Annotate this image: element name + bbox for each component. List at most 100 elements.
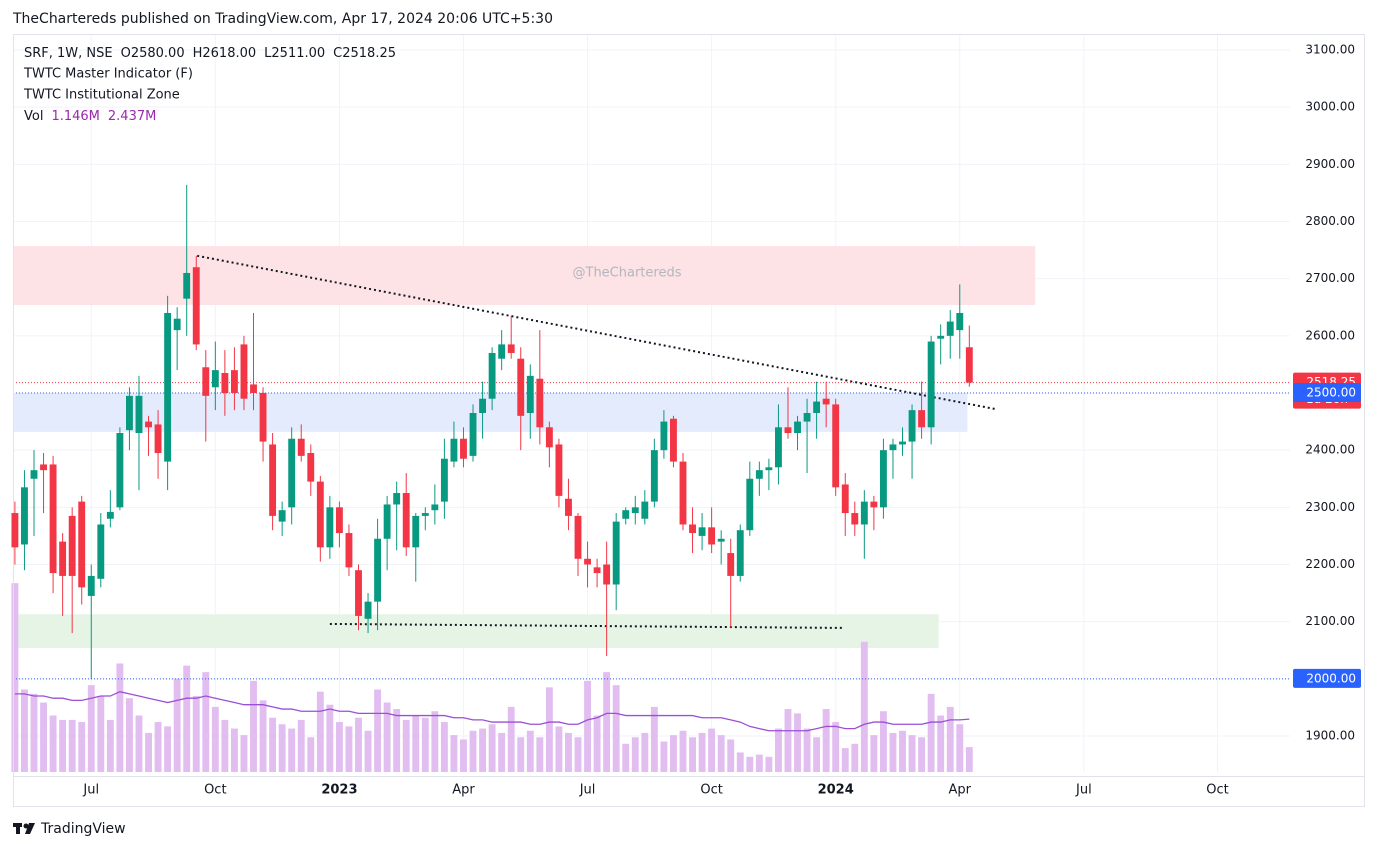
legend-ohlc: H2618.00 xyxy=(193,46,257,61)
volume-bar xyxy=(11,583,19,772)
candle-body xyxy=(126,395,133,431)
candle-body xyxy=(135,395,143,434)
candle-body xyxy=(784,427,792,434)
candle-body xyxy=(87,575,95,596)
y-tick-label: 2400.00 xyxy=(1305,443,1355,457)
volume-bar xyxy=(717,735,725,772)
candle-body xyxy=(593,567,601,574)
candle-body xyxy=(755,470,763,479)
candle-body xyxy=(278,510,286,522)
y-tick-label: 3000.00 xyxy=(1305,100,1355,114)
candle-body xyxy=(421,513,429,516)
candle-body xyxy=(841,484,849,514)
volume-bar xyxy=(211,706,219,772)
volume-bar xyxy=(612,685,620,772)
legend-ohlc: L2511.00 xyxy=(264,46,325,61)
candle-body xyxy=(946,321,954,336)
volume-bar xyxy=(918,737,926,772)
candle-body xyxy=(765,467,773,471)
volume-bar xyxy=(421,717,429,772)
candle-body xyxy=(488,352,496,399)
candle-body xyxy=(526,375,534,414)
candle-body xyxy=(59,541,67,576)
volume-ma-line xyxy=(14,691,970,732)
volume-bar xyxy=(526,730,534,772)
candle-body xyxy=(145,421,152,428)
y-tick-label: 2300.00 xyxy=(1305,500,1355,514)
volume-bar xyxy=(97,696,105,772)
volume-bar xyxy=(87,685,95,772)
y-tick-label: 2900.00 xyxy=(1305,157,1355,171)
volume-bar xyxy=(278,724,286,772)
candle-body xyxy=(469,413,477,456)
candle-body xyxy=(775,427,782,468)
volume-bar xyxy=(660,741,668,772)
volume-bar xyxy=(679,730,687,772)
candle-body xyxy=(221,372,229,393)
candle-body xyxy=(173,318,181,331)
volume-bar xyxy=(183,665,191,772)
volume-bar xyxy=(841,748,849,772)
candle-body xyxy=(183,272,191,299)
volume-bar xyxy=(889,732,897,772)
volume-bar xyxy=(221,719,229,772)
candle-body xyxy=(288,438,296,508)
candle-body xyxy=(641,501,649,519)
volume-bar xyxy=(536,737,544,772)
candle-body xyxy=(956,312,964,331)
candle-body xyxy=(316,481,324,548)
volume-bar xyxy=(507,706,515,772)
volume-bar xyxy=(488,724,496,772)
volume-bar xyxy=(708,728,716,772)
price-tag-label: 2000.00 xyxy=(1306,671,1356,685)
candle-body xyxy=(603,564,611,585)
candle-body xyxy=(106,511,114,519)
volume-bar xyxy=(126,698,133,772)
volume-bar xyxy=(450,735,458,772)
volume-bar xyxy=(584,680,591,772)
volume-bar xyxy=(78,722,86,772)
zone xyxy=(13,614,939,648)
candle-body xyxy=(30,470,38,479)
volume-bar xyxy=(517,737,525,772)
volume-bar xyxy=(794,713,801,772)
legend-indicator: TWTC Master Indicator (F) xyxy=(23,67,193,82)
candle-body xyxy=(584,558,591,565)
candle-body xyxy=(97,524,105,579)
candle-body xyxy=(517,358,525,416)
volume-bar xyxy=(631,737,639,772)
volume-bar xyxy=(145,732,152,772)
volume-bar xyxy=(259,700,267,772)
watermark: @TheChartereds xyxy=(573,266,682,281)
candle-body xyxy=(555,444,563,496)
candle-body xyxy=(832,404,840,488)
candle-body xyxy=(708,527,716,545)
volume-bar xyxy=(603,672,611,772)
candle-body xyxy=(364,601,372,619)
volume-bar xyxy=(555,726,563,772)
candle-body xyxy=(479,398,487,414)
candle-body xyxy=(879,450,887,508)
volume-bar xyxy=(297,719,305,772)
x-tick-label: 2024 xyxy=(818,783,854,798)
candle-body xyxy=(660,421,668,451)
candle-body xyxy=(803,413,811,422)
volume-bar xyxy=(908,735,916,772)
legend-ohlc: C2518.25 xyxy=(333,46,396,61)
volume-bar xyxy=(765,756,773,772)
volume-bar xyxy=(202,672,210,772)
candle-body xyxy=(698,527,706,536)
legend-volume-value: 2.437M xyxy=(108,109,156,124)
y-tick-label: 2600.00 xyxy=(1305,328,1355,342)
volume-bar xyxy=(965,747,973,772)
candle-body xyxy=(326,507,334,548)
price-tag xyxy=(1293,668,1361,688)
candle-body xyxy=(536,378,544,428)
legend-volume-value: 1.146M xyxy=(51,109,99,124)
plot: @TheChartereds xyxy=(11,34,1290,772)
candle-body xyxy=(345,533,353,568)
volume-bar xyxy=(49,715,57,772)
candle-body xyxy=(40,464,47,471)
